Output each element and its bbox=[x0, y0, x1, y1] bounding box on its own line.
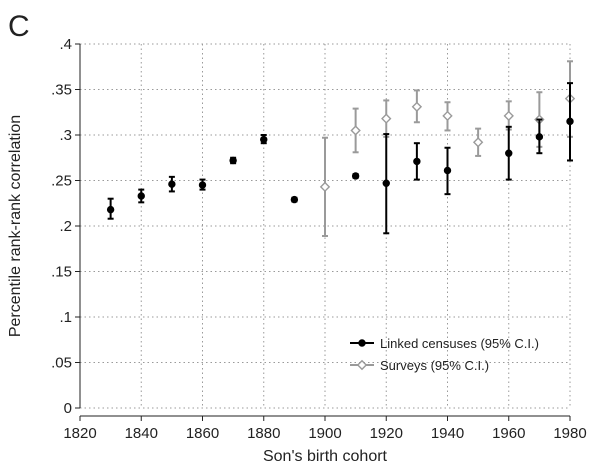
data-point bbox=[351, 172, 360, 180]
data-point-marker bbox=[472, 137, 484, 148]
panel-letter: C bbox=[8, 10, 30, 43]
data-point bbox=[137, 188, 145, 204]
data-point-marker bbox=[106, 205, 115, 214]
legend-label: Surveys (95% C.I.) bbox=[380, 358, 489, 373]
y-tick-label: .05 bbox=[51, 355, 72, 372]
y-tick-label: .1 bbox=[59, 309, 72, 326]
data-point-marker bbox=[505, 149, 513, 157]
x-tick-label: 1880 bbox=[247, 425, 280, 442]
y-tick-label: .4 bbox=[59, 36, 72, 53]
x-tick-label: 1860 bbox=[186, 425, 219, 442]
data-point bbox=[505, 125, 513, 181]
data-point-marker bbox=[229, 156, 237, 165]
data-point bbox=[382, 133, 390, 235]
data-point bbox=[413, 142, 421, 181]
data-point-marker bbox=[319, 181, 331, 193]
data-point-marker bbox=[535, 133, 544, 141]
y-tick-label: .35 bbox=[51, 82, 72, 99]
x-tick-label: 1980 bbox=[553, 425, 586, 442]
data-point bbox=[106, 197, 115, 220]
x-axis-title: Son's birth cohort bbox=[263, 448, 388, 465]
data-point-marker bbox=[260, 135, 268, 144]
data-point bbox=[290, 195, 299, 204]
data-point bbox=[350, 107, 361, 154]
gridlines bbox=[79, 43, 571, 409]
data-point-marker bbox=[381, 113, 392, 124]
data-point-marker bbox=[350, 125, 361, 136]
legend-item: Linked censuses (95% C.I.) bbox=[350, 336, 539, 351]
data-point-marker bbox=[443, 166, 452, 175]
data-series bbox=[106, 60, 576, 238]
series-linked-censuses bbox=[106, 82, 574, 235]
x-tick-label: 1920 bbox=[370, 425, 403, 442]
data-point-marker bbox=[290, 195, 299, 204]
x-tick-label: 1940 bbox=[431, 425, 464, 442]
data-point-marker bbox=[358, 339, 366, 347]
data-point-marker bbox=[442, 110, 453, 122]
data-point bbox=[472, 127, 484, 157]
data-point-marker bbox=[566, 117, 574, 126]
y-axis-title: Percentile rank-rank correlation bbox=[7, 115, 24, 337]
data-point bbox=[442, 101, 453, 132]
legend-item: Surveys (95% C.I.) bbox=[350, 358, 489, 373]
y-tick-label: .3 bbox=[59, 127, 72, 144]
y-tick-label: .15 bbox=[51, 264, 72, 281]
x-tick-label: 1840 bbox=[125, 425, 158, 442]
data-point-marker bbox=[351, 172, 360, 180]
data-point bbox=[168, 175, 176, 193]
data-point bbox=[503, 100, 514, 131]
data-point bbox=[229, 156, 237, 165]
data-point-marker bbox=[382, 179, 390, 187]
data-point bbox=[319, 136, 331, 238]
data-point-marker bbox=[411, 101, 423, 112]
data-point-marker bbox=[356, 359, 368, 371]
data-point bbox=[535, 118, 544, 155]
y-tick-label: .25 bbox=[51, 173, 72, 190]
x-tick-label: 1900 bbox=[308, 425, 341, 442]
data-point bbox=[260, 134, 268, 145]
x-tick-label: 1960 bbox=[492, 425, 525, 442]
x-tick-label: 1820 bbox=[63, 425, 96, 442]
y-tick-label: 0 bbox=[64, 400, 72, 417]
data-point-marker bbox=[413, 157, 421, 166]
legend: Linked censuses (95% C.I.) Surveys (95% C… bbox=[350, 336, 539, 373]
data-point bbox=[566, 82, 574, 162]
data-point bbox=[198, 178, 207, 191]
y-tick-label: .2 bbox=[59, 218, 72, 235]
data-point-marker bbox=[198, 181, 207, 189]
data-point bbox=[443, 146, 452, 196]
data-point-marker bbox=[168, 180, 176, 188]
data-point-marker bbox=[503, 110, 514, 122]
legend-label: Linked censuses (95% C.I.) bbox=[380, 336, 539, 351]
data-point bbox=[381, 99, 392, 138]
axes: 0 .05 .1 .15 .2 .25 .3 .35 .4 1820 1840 1860 1880 190… bbox=[51, 36, 587, 442]
data-point bbox=[411, 89, 423, 124]
data-point-marker bbox=[137, 192, 145, 200]
